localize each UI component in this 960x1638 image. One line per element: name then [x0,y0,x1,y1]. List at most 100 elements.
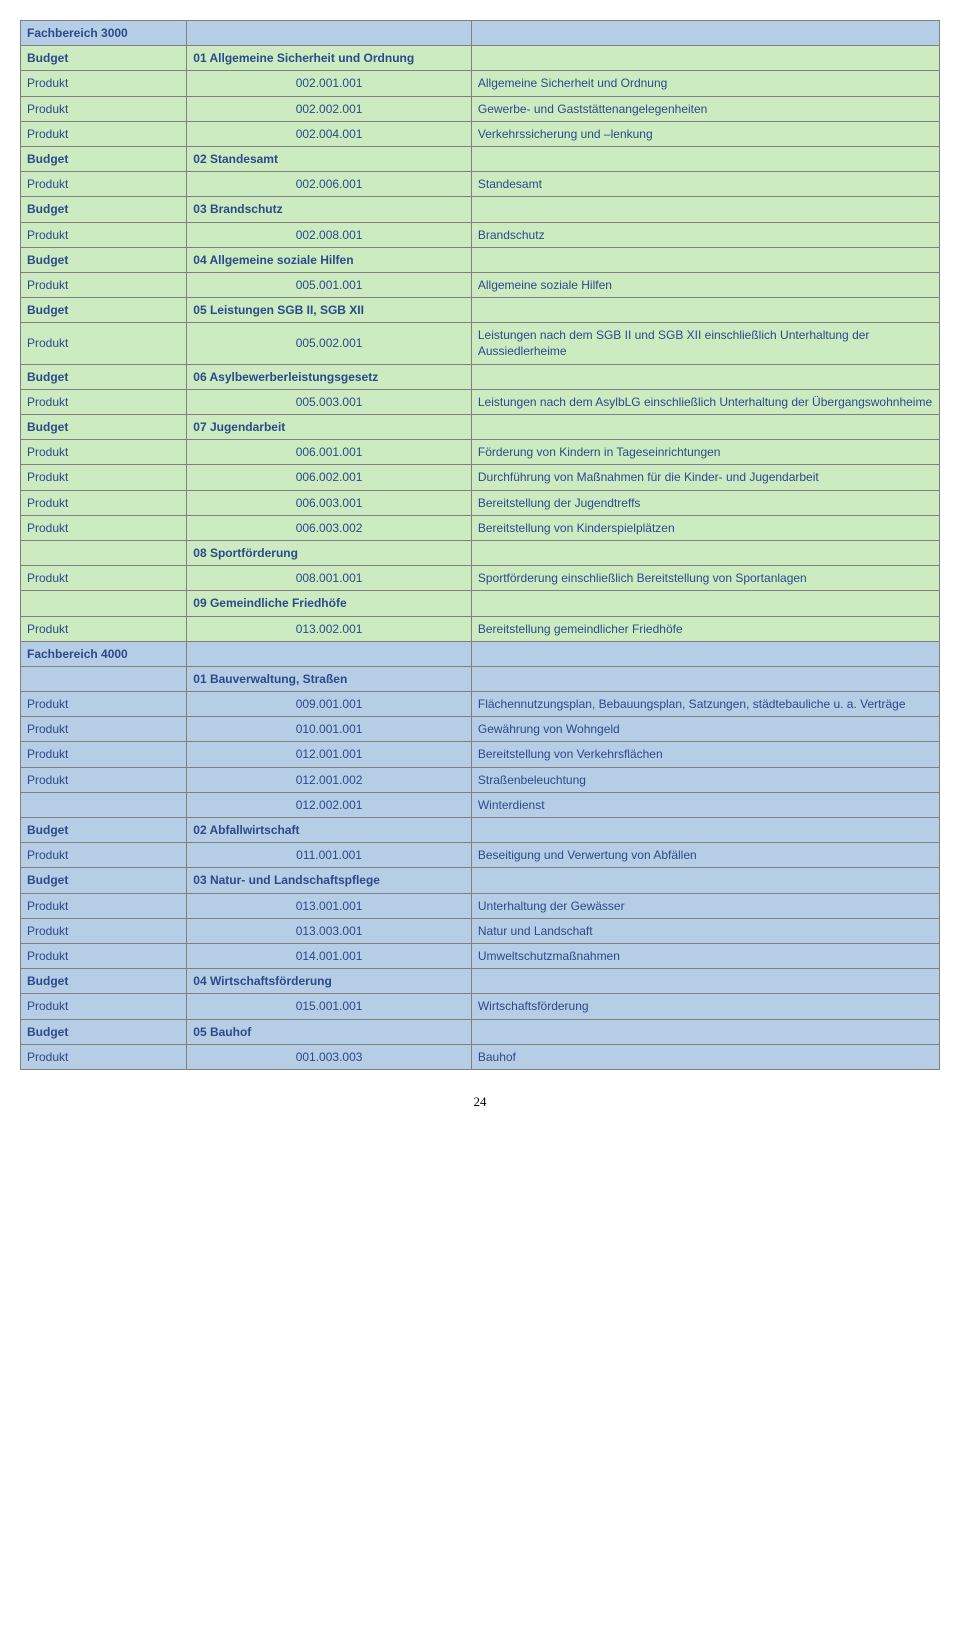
row-label-cell: Budget [21,197,187,222]
table-row: Produkt002.008.001Brandschutz [21,222,940,247]
row-description-cell: Brandschutz [471,222,939,247]
row-label-cell: Produkt [21,490,187,515]
row-label-cell: Produkt [21,994,187,1019]
row-code-cell [187,641,472,666]
page-number: 24 [20,1094,940,1110]
table-row: Produkt002.004.001Verkehrssicherung und … [21,121,940,146]
row-code-cell: 013.002.001 [187,616,472,641]
row-code-cell: 015.001.001 [187,994,472,1019]
row-code-cell: 005.003.001 [187,389,472,414]
row-label-cell: Fachbereich 4000 [21,641,187,666]
row-code-cell: 009.001.001 [187,692,472,717]
row-label-cell: Produkt [21,172,187,197]
table-row: Produkt008.001.001Sportförderung einschl… [21,566,940,591]
table-row: Budget01 Allgemeine Sicherheit und Ordnu… [21,46,940,71]
row-code-cell: 04 Wirtschaftsförderung [187,969,472,994]
row-code-cell: 002.008.001 [187,222,472,247]
row-code-cell: 002.002.001 [187,96,472,121]
row-code-cell: 013.001.001 [187,893,472,918]
table-row: Produkt010.001.001Gewährung von Wohngeld [21,717,940,742]
row-description-cell: Leistungen nach dem AsylbLG einschließli… [471,389,939,414]
row-description-cell: Wirtschaftsförderung [471,994,939,1019]
row-code-cell: 002.001.001 [187,71,472,96]
row-code-cell: 013.003.001 [187,918,472,943]
row-label-cell: Budget [21,818,187,843]
row-label-cell: Produkt [21,893,187,918]
row-description-cell [471,247,939,272]
row-label-cell [21,591,187,616]
row-code-cell: 012.001.001 [187,742,472,767]
row-label-cell: Budget [21,298,187,323]
row-label-cell: Produkt [21,742,187,767]
table-row: Produkt013.003.001Natur und Landschaft [21,918,940,943]
row-description-cell: Allgemeine soziale Hilfen [471,272,939,297]
row-label-cell: Produkt [21,767,187,792]
row-description-cell: Durchführung von Maßnahmen für die Kinde… [471,465,939,490]
row-label-cell: Produkt [21,323,187,364]
table-row: Produkt013.001.001Unterhaltung der Gewäs… [21,893,940,918]
table-row: Budget02 Standesamt [21,146,940,171]
row-code-cell: 006.001.001 [187,440,472,465]
row-code-cell: 006.002.001 [187,465,472,490]
row-description-cell [471,666,939,691]
row-description-cell: Umweltschutzmaßnahmen [471,943,939,968]
row-label-cell: Budget [21,868,187,893]
row-label-cell [21,666,187,691]
row-code-cell: 010.001.001 [187,717,472,742]
row-code-cell: 005.001.001 [187,272,472,297]
row-label-cell [21,540,187,565]
row-description-cell: Gewerbe- und Gaststättenangelegenheiten [471,96,939,121]
row-description-cell [471,591,939,616]
table-row: Produkt006.003.001Bereitstellung der Jug… [21,490,940,515]
table-row: Produkt001.003.003Bauhof [21,1044,940,1069]
table-row: Produkt005.002.001Leistungen nach dem SG… [21,323,940,364]
row-description-cell: Förderung von Kindern in Tageseinrichtun… [471,440,939,465]
row-label-cell: Produkt [21,272,187,297]
table-row: 08 Sportförderung [21,540,940,565]
row-label-cell: Produkt [21,465,187,490]
row-description-cell: Bereitstellung gemeindlicher Friedhöfe [471,616,939,641]
row-description-cell [471,868,939,893]
row-label-cell: Produkt [21,121,187,146]
row-label-cell: Produkt [21,566,187,591]
row-code-cell: 001.003.003 [187,1044,472,1069]
row-description-cell: Standesamt [471,172,939,197]
row-label-cell: Produkt [21,96,187,121]
row-label-cell: Budget [21,1019,187,1044]
row-description-cell [471,1019,939,1044]
table-row: Produkt011.001.001Beseitigung und Verwer… [21,843,940,868]
row-label-cell: Produkt [21,843,187,868]
table-row: Produkt005.001.001Allgemeine soziale Hil… [21,272,940,297]
row-code-cell: 01 Bauverwaltung, Straßen [187,666,472,691]
table-row: Budget04 Wirtschaftsförderung [21,969,940,994]
row-label-cell: Budget [21,46,187,71]
table-row: Produkt013.002.001Bereitstellung gemeind… [21,616,940,641]
table-row: Produkt002.002.001Gewerbe- und Gaststätt… [21,96,940,121]
table-row: Produkt012.001.002Straßenbeleuchtung [21,767,940,792]
row-label-cell: Produkt [21,943,187,968]
table-row: Produkt006.003.002Bereitstellung von Kin… [21,515,940,540]
table-row: Produkt012.001.001Bereitstellung von Ver… [21,742,940,767]
row-description-cell: Sportförderung einschließlich Bereitstel… [471,566,939,591]
row-code-cell: 03 Natur- und Landschaftspflege [187,868,472,893]
row-code-cell: 05 Bauhof [187,1019,472,1044]
table-row: Produkt006.001.001Förderung von Kindern … [21,440,940,465]
row-description-cell [471,46,939,71]
row-label-cell: Produkt [21,389,187,414]
table-row: Produkt009.001.001Flächennutzungsplan, B… [21,692,940,717]
row-description-cell: Bauhof [471,1044,939,1069]
table-row: Budget02 Abfallwirtschaft [21,818,940,843]
row-description-cell [471,641,939,666]
row-description-cell [471,197,939,222]
row-code-cell: 09 Gemeindliche Friedhöfe [187,591,472,616]
row-code-cell: 012.001.002 [187,767,472,792]
table-row: Produkt002.001.001Allgemeine Sicherheit … [21,71,940,96]
row-label-cell: Produkt [21,918,187,943]
row-description-cell [471,298,939,323]
row-description-cell [471,364,939,389]
row-label-cell: Produkt [21,515,187,540]
row-description-cell: Winterdienst [471,792,939,817]
row-description-cell: Allgemeine Sicherheit und Ordnung [471,71,939,96]
row-label-cell: Budget [21,146,187,171]
row-code-cell: 006.003.002 [187,515,472,540]
